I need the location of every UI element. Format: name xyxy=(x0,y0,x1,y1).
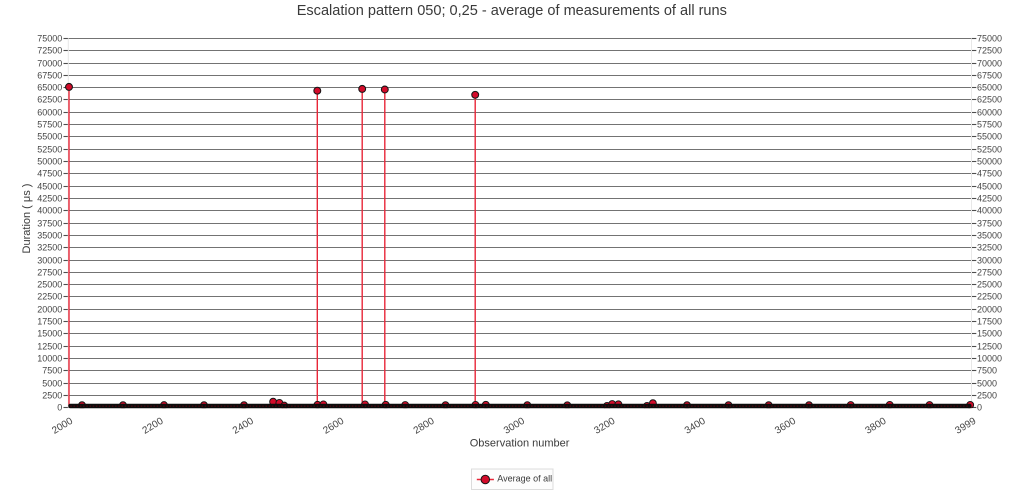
svg-text:75000: 75000 xyxy=(37,34,62,44)
svg-text:57500: 57500 xyxy=(977,120,1002,130)
svg-text:2500: 2500 xyxy=(977,391,997,401)
svg-text:60000: 60000 xyxy=(977,108,1002,118)
svg-text:25000: 25000 xyxy=(37,280,62,290)
svg-text:50000: 50000 xyxy=(37,157,62,167)
svg-text:37500: 37500 xyxy=(37,219,62,229)
svg-text:17500: 17500 xyxy=(977,317,1002,327)
svg-text:7500: 7500 xyxy=(42,366,62,376)
svg-text:5000: 5000 xyxy=(42,379,62,389)
svg-text:17500: 17500 xyxy=(37,317,62,327)
svg-text:22500: 22500 xyxy=(37,292,62,302)
svg-text:65000: 65000 xyxy=(37,83,62,93)
svg-text:10000: 10000 xyxy=(977,354,1002,364)
svg-text:55000: 55000 xyxy=(37,132,62,142)
svg-text:75000: 75000 xyxy=(977,34,1002,44)
svg-text:35000: 35000 xyxy=(37,231,62,241)
svg-text:12500: 12500 xyxy=(37,342,62,352)
svg-text:70000: 70000 xyxy=(977,59,1002,69)
svg-text:15000: 15000 xyxy=(977,329,1002,339)
svg-text:10000: 10000 xyxy=(37,354,62,364)
svg-text:52500: 52500 xyxy=(977,145,1002,155)
svg-text:65000: 65000 xyxy=(977,83,1002,93)
svg-text:70000: 70000 xyxy=(37,59,62,69)
svg-text:57500: 57500 xyxy=(37,120,62,130)
svg-text:0: 0 xyxy=(57,403,62,413)
svg-text:67500: 67500 xyxy=(977,71,1002,81)
svg-text:32500: 32500 xyxy=(977,243,1002,253)
svg-text:7500: 7500 xyxy=(977,366,997,376)
svg-text:60000: 60000 xyxy=(37,108,62,118)
svg-text:62500: 62500 xyxy=(37,95,62,105)
svg-text:45000: 45000 xyxy=(977,182,1002,192)
svg-text:Average of all: Average of all xyxy=(497,474,552,484)
svg-text:30000: 30000 xyxy=(977,256,1002,266)
svg-text:72500: 72500 xyxy=(977,46,1002,56)
svg-text:2500: 2500 xyxy=(42,391,62,401)
svg-text:0: 0 xyxy=(977,403,982,413)
svg-text:62500: 62500 xyxy=(977,95,1002,105)
svg-text:47500: 47500 xyxy=(37,169,62,179)
svg-text:Observation number: Observation number xyxy=(470,438,570,450)
svg-text:42500: 42500 xyxy=(37,194,62,204)
svg-text:40000: 40000 xyxy=(977,206,1002,216)
svg-text:47500: 47500 xyxy=(977,169,1002,179)
svg-text:20000: 20000 xyxy=(977,305,1002,315)
svg-text:27500: 27500 xyxy=(977,268,1002,278)
svg-text:22500: 22500 xyxy=(977,292,1002,302)
svg-text:Duration ( μs ): Duration ( μs ) xyxy=(21,184,33,254)
svg-text:27500: 27500 xyxy=(37,268,62,278)
svg-text:12500: 12500 xyxy=(977,342,1002,352)
svg-text:67500: 67500 xyxy=(37,71,62,81)
svg-text:Escalation pattern 050; 0,25 -: Escalation pattern 050; 0,25 - average o… xyxy=(297,3,727,19)
svg-text:42500: 42500 xyxy=(977,194,1002,204)
svg-text:5000: 5000 xyxy=(977,379,997,389)
svg-text:32500: 32500 xyxy=(37,243,62,253)
svg-text:15000: 15000 xyxy=(37,329,62,339)
svg-text:20000: 20000 xyxy=(37,305,62,315)
svg-text:45000: 45000 xyxy=(37,182,62,192)
svg-text:50000: 50000 xyxy=(977,157,1002,167)
svg-text:30000: 30000 xyxy=(37,256,62,266)
svg-text:37500: 37500 xyxy=(977,219,1002,229)
svg-text:25000: 25000 xyxy=(977,280,1002,290)
svg-text:40000: 40000 xyxy=(37,206,62,216)
svg-text:52500: 52500 xyxy=(37,145,62,155)
svg-text:72500: 72500 xyxy=(37,46,62,56)
svg-text:55000: 55000 xyxy=(977,132,1002,142)
svg-text:35000: 35000 xyxy=(977,231,1002,241)
